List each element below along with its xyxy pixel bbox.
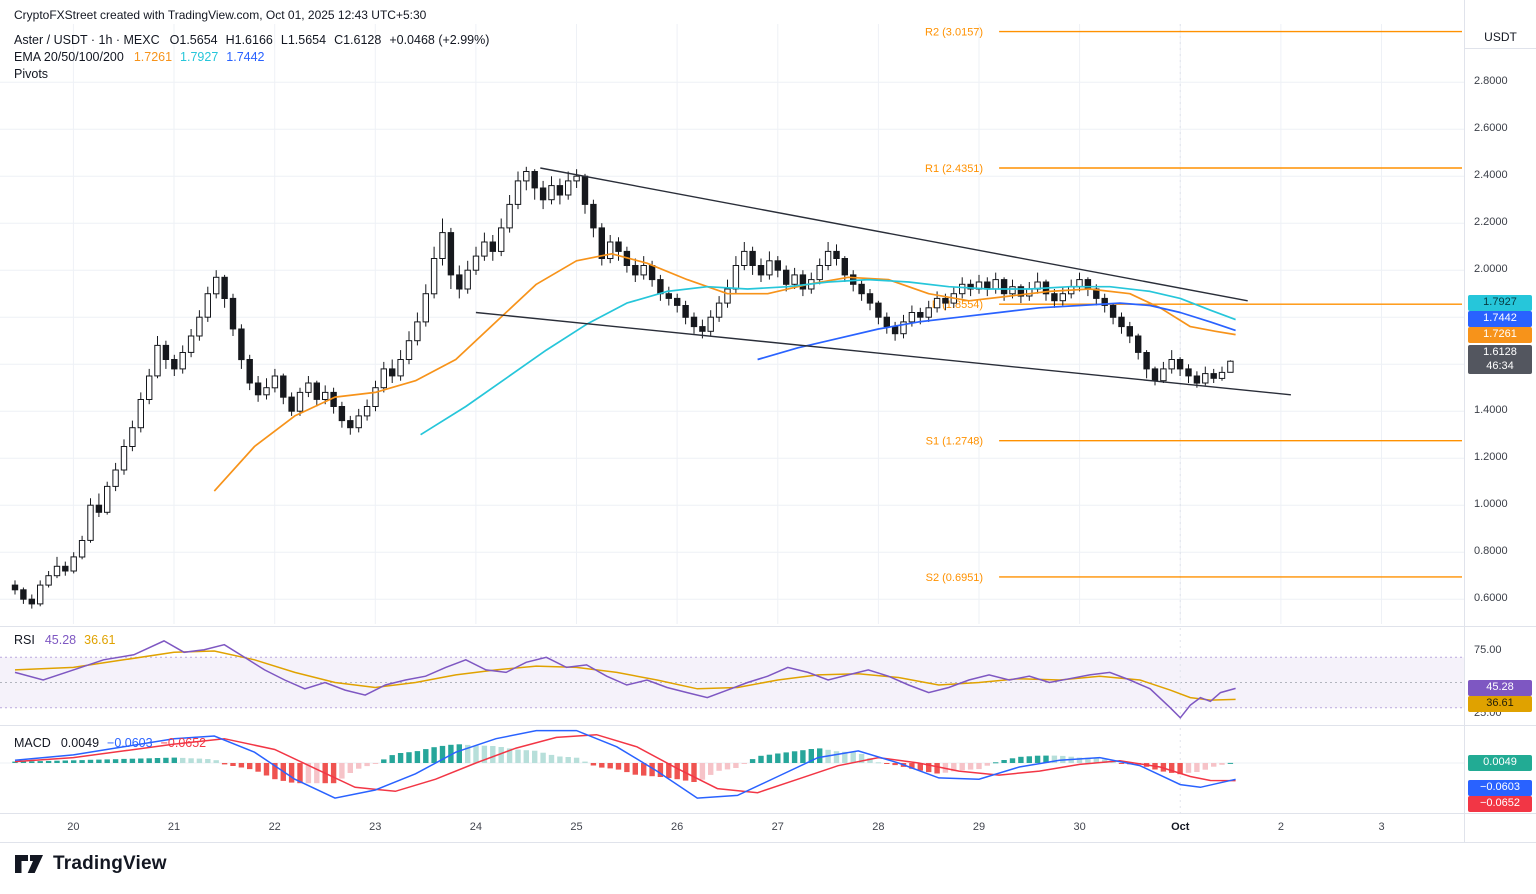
rsi-value-badge: 45.28 [1468, 680, 1532, 696]
chart-bottom-border [0, 842, 1536, 843]
price-tick-label: 2.6000 [1474, 122, 1508, 135]
ema-indicator-title: EMA 20/50/100/200 [14, 50, 124, 64]
pivots-legend-row[interactable]: Pivots [14, 67, 489, 81]
change-value: +0.0468 (+2.99%) [389, 33, 490, 47]
price-tick-label: 2.8000 [1474, 75, 1508, 88]
svg-text:R1 (2.4351): R1 (2.4351) [925, 163, 983, 175]
time-axis-label: 27 [771, 821, 784, 833]
macd-indicator-title: MACD [14, 736, 51, 750]
close-value: C1.6128 [334, 33, 382, 47]
symbol-title[interactable]: Aster / USDT · 1h · MEXC [14, 33, 160, 47]
macd-panel[interactable] [0, 728, 1464, 813]
ema-blue-value: 1.7442 [226, 50, 265, 64]
orange-ema-price-badge: 1.7261 [1468, 327, 1532, 343]
macd-signal-badge: −0.0652 [1468, 796, 1532, 812]
rsi-panel[interactable] [0, 628, 1464, 722]
macd-signal-value: −0.0652 [160, 736, 207, 750]
symbol-row: Aster / USDT · 1h · MEXC O1.5654 H1.6166… [14, 33, 489, 47]
high-value: H1.6166 [225, 33, 273, 47]
price-tick-label: 0.8000 [1474, 545, 1508, 558]
price-tick-label: 2.4000 [1474, 169, 1508, 182]
macd-hist-value: 0.0049 [60, 736, 100, 750]
ema-legend-row[interactable]: EMA 20/50/100/200 1.7261 1.7927 1.7442 [14, 50, 489, 64]
time-axis-label: 26 [670, 821, 684, 833]
price-tick-label: 0.6000 [1474, 592, 1508, 605]
ema-orange-value: 1.7261 [133, 50, 173, 64]
svg-text:R2 (3.0157): R2 (3.0157) [925, 27, 983, 39]
time-axis-label: 2 [1277, 821, 1284, 833]
time-axis-label: 24 [469, 821, 483, 833]
macd-legend[interactable]: MACD 0.0049 −0.0603 −0.0652 [14, 736, 206, 753]
rsi-legend[interactable]: RSI 45.28 36.61 [14, 633, 115, 650]
last-price-badge: 1.6128 46:34 [1468, 345, 1532, 374]
currency-label: USDT [1465, 26, 1536, 49]
cyan-ema-price-badge: 1.7927 [1468, 295, 1532, 311]
time-axis-label: 28 [872, 821, 885, 833]
time-axis-label: 30 [1073, 821, 1086, 833]
tradingview-logo-icon [15, 855, 43, 873]
time-axis-label: 22 [268, 821, 281, 833]
time-axis[interactable]: 20 21 22 23 24 25 26 27 28 29 30 Oct 2 3 [0, 814, 1464, 842]
macd-line-badge: −0.0603 [1468, 780, 1532, 796]
price-chart-canvas[interactable]: R2 (3.0157)R1 (2.4351)P (1.8554)S1 (1.27… [0, 24, 1464, 624]
price-tick-label: 1.0000 [1474, 498, 1508, 511]
open-value: O1.5654 [169, 33, 218, 47]
time-axis-label: Oct [1171, 821, 1190, 833]
main-price-panel[interactable]: R2 (3.0157) R1 (2.4351) P (1.8554) S1 (1.27… [0, 24, 1464, 624]
time-axis-label: 29 [972, 821, 986, 833]
macd-chart-canvas[interactable] [0, 728, 1464, 813]
price-axis[interactable]: USDT 2.80002.60002.40002.20002.00001.800… [1464, 0, 1536, 842]
pivots-indicator-title: Pivots [14, 67, 49, 81]
rsi-indicator-title: RSI [14, 633, 35, 647]
rsi-tick-label: 75.00 [1474, 644, 1502, 656]
rsi-chart-canvas[interactable] [0, 628, 1464, 722]
svg-text:S1 (1.2748): S1 (1.2748) [926, 436, 983, 448]
panel-separator [0, 813, 1536, 814]
rsi-ma-value: 36.61 [84, 633, 116, 647]
price-tick-label: 1.4000 [1474, 404, 1508, 417]
time-axis-label: 23 [369, 821, 382, 833]
time-axis-label: 25 [570, 821, 583, 833]
ema-cyan-value: 1.7927 [180, 50, 219, 64]
rsi-ma-value-badge: 36.61 [1468, 696, 1532, 712]
credit-line: CryptoFXStreet created with TradingView.… [14, 8, 427, 22]
price-tick-label: 1.2000 [1474, 451, 1508, 464]
blue-ema-price-badge: 1.7442 [1468, 311, 1532, 327]
chart-legend: Aster / USDT · 1h · MEXC O1.5654 H1.6166… [14, 33, 489, 84]
price-tick-label: 2.0000 [1474, 263, 1508, 276]
macd-hist-badge: 0.0049 [1468, 755, 1532, 771]
tradingview-logo-text: TradingView [53, 853, 167, 874]
time-axis-label: 21 [167, 821, 181, 833]
low-value: L1.5654 [280, 33, 327, 47]
macd-line-value: −0.0603 [107, 736, 153, 750]
panel-separator[interactable] [0, 725, 1536, 726]
svg-text:S2 (0.6951): S2 (0.6951) [926, 572, 983, 584]
time-axis-label: 20 [67, 821, 80, 833]
panel-separator[interactable] [0, 626, 1536, 627]
tradingview-logo[interactable]: TradingView [14, 851, 167, 877]
time-axis-label: 3 [1378, 821, 1385, 833]
rsi-value: 45.28 [44, 633, 77, 647]
price-tick-label: 2.2000 [1474, 216, 1508, 229]
